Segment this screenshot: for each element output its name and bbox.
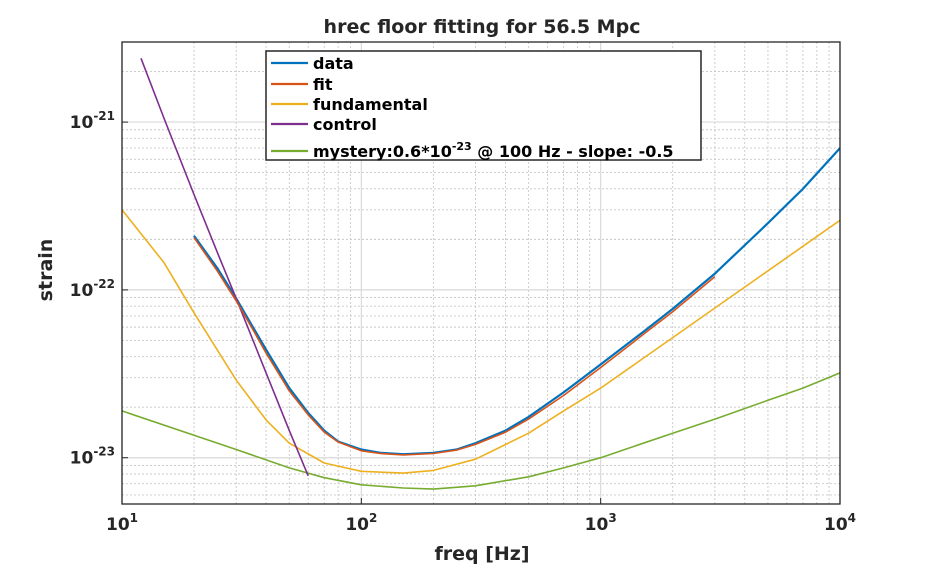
axes-box [121, 41, 841, 505]
x-tick-label: 104 [824, 511, 856, 535]
y-ticks: 10-23 10-22 10-21 [70, 109, 128, 469]
y-tick-label: 10-21 [70, 109, 115, 133]
x-tick-label: 102 [345, 511, 377, 535]
chart-title: hrec floor fitting for 56.5 Mpc [324, 16, 641, 38]
legend-entry-label: mystery:0.6*10-23 @ 100 Hz - slope: -0.5 [313, 140, 674, 161]
x-axis-label: freq [Hz] [434, 543, 529, 565]
series-line-fit [193, 237, 716, 456]
y-tick-label: 10-22 [70, 277, 115, 301]
plot-lines [122, 58, 840, 490]
legend-entry-label: fit [313, 75, 333, 94]
x-tick-label: 103 [585, 511, 617, 535]
legend-entry-label: data [313, 54, 354, 73]
series-line-control [140, 58, 309, 477]
legend-box [265, 50, 702, 161]
series-line-fundamental [122, 209, 840, 474]
legend-entry-label: fundamental [313, 95, 428, 114]
y-tick-label: 10-23 [70, 445, 115, 469]
legend-entry-label: control [313, 115, 377, 134]
y-axis-label: strain [35, 239, 57, 302]
x-ticks: 101 102 103 104 [106, 498, 856, 535]
x-tick-label: 101 [106, 511, 138, 535]
series-line-mystery [122, 372, 840, 490]
